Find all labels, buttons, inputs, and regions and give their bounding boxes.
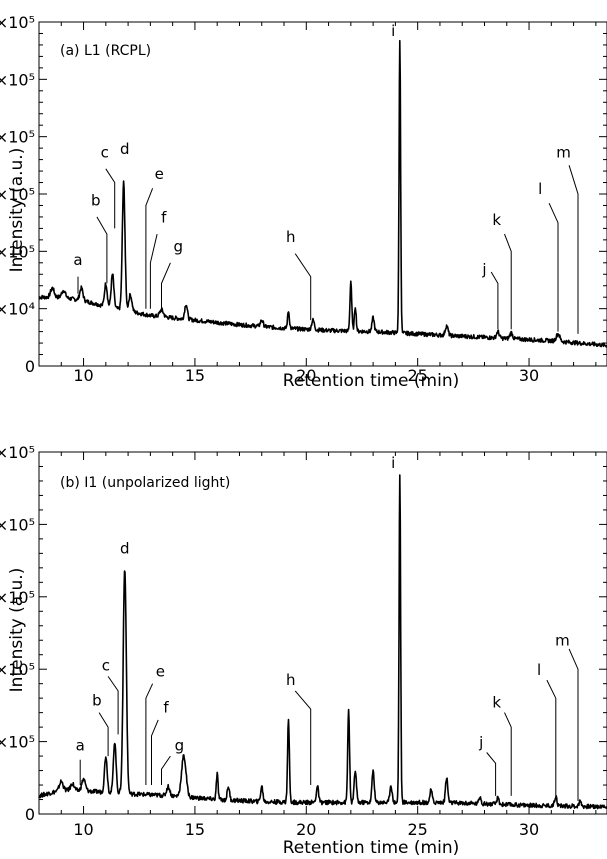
peak-label: l bbox=[538, 180, 542, 198]
y-tick-label: 4×10⁵ bbox=[0, 515, 35, 534]
peak-label: d bbox=[120, 539, 130, 557]
y-tick-label: 2.0×10⁵ bbox=[0, 128, 35, 147]
peak-label: h bbox=[286, 671, 296, 689]
peak-label: i bbox=[391, 22, 395, 40]
peak-label: j bbox=[478, 733, 483, 751]
peak-leader-line bbox=[548, 202, 559, 332]
peak-leader-line bbox=[294, 253, 312, 321]
y-tick-label: 5.0×10⁴ bbox=[0, 300, 35, 319]
peak-leader-line bbox=[105, 168, 116, 229]
peak-leader-line bbox=[145, 188, 154, 309]
peak-leader-line bbox=[490, 271, 499, 330]
peak-label: b bbox=[91, 191, 101, 209]
peak-leader-line bbox=[98, 712, 109, 757]
x-tick-label: 15 bbox=[185, 820, 205, 839]
y-tick-label: 0 bbox=[25, 805, 35, 824]
peak-label: l bbox=[537, 661, 541, 679]
chromatogram-trace bbox=[38, 474, 607, 810]
x-tick-label: 15 bbox=[185, 366, 205, 385]
peak-label: e bbox=[156, 662, 165, 680]
peak-label: a bbox=[76, 736, 85, 754]
peak-leader-line bbox=[294, 690, 312, 785]
peak-leader-line bbox=[504, 233, 512, 330]
peak-label: c bbox=[102, 657, 110, 675]
x-tick-label: 20 bbox=[296, 820, 316, 839]
y-axis-title: Intensity (a.u.) bbox=[7, 568, 27, 693]
peak-leader-line bbox=[96, 216, 108, 284]
y-tick-label: 3.0×10⁵ bbox=[0, 13, 35, 32]
peak-label: k bbox=[492, 211, 501, 229]
panel-title: (b) I1 (unpolarized light) bbox=[60, 475, 230, 491]
peak-leader-line bbox=[145, 683, 154, 785]
peak-leader-line bbox=[546, 679, 557, 799]
peak-leader-line bbox=[161, 262, 171, 309]
y-tick-label: 2.5×10⁵ bbox=[0, 70, 35, 89]
peak-label: f bbox=[163, 699, 169, 717]
x-tick-label: 30 bbox=[519, 366, 539, 385]
peak-label: g bbox=[175, 736, 185, 754]
x-tick-label: 10 bbox=[73, 366, 93, 385]
peak-label: m bbox=[555, 631, 570, 649]
chart-panel-a: (a) L1 (RCPL) Retention time (min) Inten… bbox=[0, 13, 607, 391]
peak-label: i bbox=[391, 454, 395, 472]
peak-leader-line bbox=[568, 648, 579, 801]
x-tick-label: 25 bbox=[407, 820, 427, 839]
y-tick-label: 1.5×10⁵ bbox=[0, 185, 35, 204]
y-tick-label: 1×10⁵ bbox=[0, 733, 35, 752]
y-tick-label: 0 bbox=[25, 357, 35, 376]
x-tick-label: 10 bbox=[73, 820, 93, 839]
peak-label: k bbox=[492, 694, 501, 712]
peak-leader-line bbox=[161, 755, 171, 785]
y-tick-label: 2×10⁵ bbox=[0, 660, 35, 679]
peak-leader-line bbox=[107, 676, 119, 735]
peak-label: b bbox=[92, 691, 102, 709]
peak-label: d bbox=[120, 140, 130, 158]
peak-label: j bbox=[481, 260, 486, 278]
x-axis-title: Retention time (min) bbox=[283, 838, 460, 858]
peak-leader-line bbox=[504, 712, 512, 796]
y-tick-label: 5×10⁵ bbox=[0, 443, 35, 462]
x-tick-label: 30 bbox=[519, 820, 539, 839]
peak-label: g bbox=[173, 237, 183, 255]
peak-label: a bbox=[73, 251, 82, 269]
y-tick-label: 1.0×10⁵ bbox=[0, 242, 35, 261]
chromatogram-trace bbox=[38, 39, 607, 348]
chart-panel-b: (b) I1 (unpolarized light) Retention tim… bbox=[0, 443, 607, 858]
peak-label: h bbox=[286, 228, 296, 246]
peak-leader-line bbox=[151, 719, 159, 785]
x-tick-label: 25 bbox=[407, 366, 427, 385]
x-tick-label: 20 bbox=[296, 366, 316, 385]
peak-leader-line bbox=[568, 165, 579, 334]
peak-label: m bbox=[556, 143, 571, 161]
peak-leader-line bbox=[486, 752, 497, 796]
x-axis-title: Retention time (min) bbox=[283, 371, 460, 391]
plot-frame bbox=[38, 451, 607, 815]
peak-label: c bbox=[101, 143, 109, 161]
peak-leader-line bbox=[149, 233, 158, 309]
y-axis-title: Intensity (a.u.) bbox=[7, 148, 27, 273]
panel-title: (a) L1 (RCPL) bbox=[60, 43, 151, 59]
y-tick-label: 3×10⁵ bbox=[0, 588, 35, 607]
peak-label: e bbox=[155, 165, 164, 183]
peak-label: f bbox=[161, 209, 167, 227]
